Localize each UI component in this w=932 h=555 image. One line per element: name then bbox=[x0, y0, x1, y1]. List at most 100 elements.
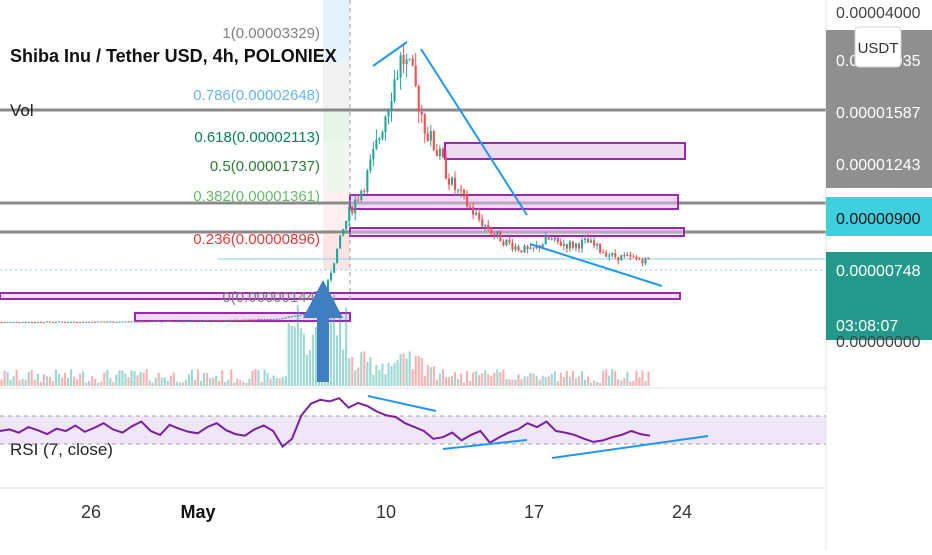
candle-body bbox=[287, 316, 290, 318]
candle-body bbox=[472, 207, 475, 215]
candle-body bbox=[608, 255, 611, 257]
candle-body bbox=[354, 199, 357, 214]
candle-body bbox=[623, 255, 626, 257]
volume-bar bbox=[242, 381, 245, 386]
candle-body bbox=[599, 243, 602, 253]
candle-body bbox=[284, 317, 287, 319]
volume-bar bbox=[605, 369, 608, 386]
volume-bar bbox=[568, 376, 571, 386]
volume-bar bbox=[269, 378, 272, 386]
candle-body bbox=[82, 321, 85, 323]
zones bbox=[0, 142, 686, 322]
volume-bar bbox=[514, 379, 517, 386]
candle-body bbox=[396, 77, 399, 80]
candle-body bbox=[562, 244, 565, 246]
candle-body bbox=[387, 109, 390, 117]
candle-body bbox=[166, 320, 169, 322]
volume-bar bbox=[27, 372, 30, 386]
zone-rect bbox=[0, 292, 681, 300]
fib-band-382 bbox=[323, 140, 350, 192]
volume-bar bbox=[227, 379, 230, 386]
volume-bar bbox=[396, 360, 399, 386]
volume-bar bbox=[33, 379, 36, 386]
candle-body bbox=[469, 206, 472, 208]
candle-body bbox=[181, 321, 184, 323]
volume-bar bbox=[42, 373, 45, 386]
candle-body bbox=[157, 320, 160, 322]
volume-bar bbox=[505, 378, 508, 386]
candle-body bbox=[459, 189, 463, 191]
fib-band-786 bbox=[323, 62, 350, 108]
currency-button-label[interactable]: USDT bbox=[858, 40, 899, 57]
candle-body bbox=[408, 58, 411, 60]
candle-body bbox=[505, 239, 508, 246]
volume-bar bbox=[18, 380, 21, 386]
currency-button-bg[interactable] bbox=[854, 26, 902, 68]
candle-body bbox=[605, 252, 608, 257]
candle-body bbox=[556, 237, 559, 242]
volume-bar bbox=[342, 349, 345, 386]
volume-bar bbox=[6, 372, 9, 386]
volume-bar bbox=[390, 365, 393, 386]
volume-bar bbox=[196, 369, 200, 386]
volume-bar bbox=[15, 369, 18, 386]
volume-bar bbox=[547, 376, 550, 386]
volume-bar bbox=[3, 370, 6, 386]
volume-bar bbox=[172, 372, 175, 386]
volume-bar bbox=[178, 382, 181, 386]
volume-bar bbox=[351, 357, 354, 386]
volume-bar bbox=[644, 380, 647, 386]
candle-body bbox=[3, 322, 6, 324]
price-label: 0.00001587 bbox=[836, 105, 921, 122]
candle-body bbox=[508, 239, 511, 243]
volume-bar bbox=[469, 381, 472, 386]
candle-body bbox=[614, 253, 617, 257]
volume-bar bbox=[638, 377, 641, 386]
price-badge-cyan bbox=[826, 197, 932, 236]
volume-bar bbox=[450, 375, 454, 386]
candle-body bbox=[69, 321, 73, 323]
volume-bar bbox=[348, 358, 351, 386]
candle-body bbox=[487, 224, 490, 230]
volume-bar bbox=[166, 380, 169, 386]
volume-bar bbox=[641, 370, 644, 386]
candle-body bbox=[36, 321, 39, 323]
volume-bar bbox=[441, 369, 444, 386]
chart-title: Shiba Inu / Tether USD, 4h, POLONIEX bbox=[10, 46, 337, 66]
candle-body bbox=[345, 220, 348, 230]
candle-body bbox=[571, 241, 574, 248]
candle-body bbox=[206, 320, 209, 322]
volume-bar bbox=[499, 371, 502, 386]
candle-body bbox=[411, 58, 414, 66]
candle-body bbox=[91, 321, 94, 323]
volume-bar bbox=[91, 376, 94, 386]
volume-bar bbox=[456, 379, 460, 386]
candle-body bbox=[336, 248, 339, 264]
rsi-trendline bbox=[442, 439, 528, 450]
volume-bar bbox=[73, 376, 76, 386]
candle-body bbox=[586, 238, 590, 243]
currency-button[interactable]: USDT bbox=[854, 26, 902, 68]
volume-bar bbox=[493, 372, 496, 386]
volume-bar bbox=[193, 380, 197, 386]
volume-bar bbox=[635, 370, 638, 386]
volume-bar bbox=[142, 372, 145, 386]
time-axis: 26 May 10 17 24 bbox=[81, 502, 692, 522]
volume-bar bbox=[459, 373, 463, 386]
volume-bar bbox=[12, 376, 15, 386]
volume-bar bbox=[278, 378, 281, 386]
candle-body bbox=[565, 244, 568, 249]
candle-body bbox=[511, 242, 514, 250]
volume-bar bbox=[432, 366, 435, 386]
volume-bar bbox=[233, 382, 236, 386]
candle-body bbox=[142, 321, 145, 323]
candle-body bbox=[193, 320, 197, 322]
candle-body bbox=[18, 322, 21, 324]
volume-bar bbox=[308, 350, 311, 386]
zone-rect bbox=[444, 142, 686, 160]
volume-bar bbox=[405, 358, 408, 386]
volume-bar bbox=[329, 297, 333, 386]
volume-bar bbox=[535, 375, 538, 386]
volume-bar bbox=[169, 375, 172, 386]
candle-body bbox=[118, 321, 121, 323]
